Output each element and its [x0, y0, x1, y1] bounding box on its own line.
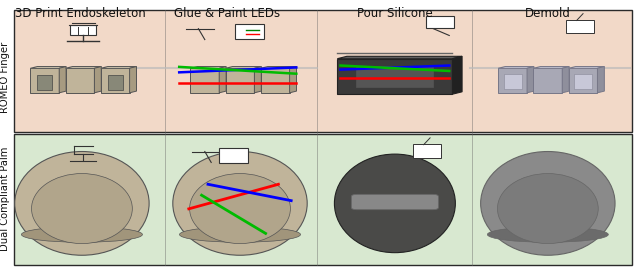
Ellipse shape [189, 174, 291, 244]
Polygon shape [499, 67, 534, 68]
FancyBboxPatch shape [14, 134, 632, 265]
FancyBboxPatch shape [235, 24, 264, 39]
Polygon shape [527, 67, 534, 93]
Polygon shape [452, 56, 462, 94]
Polygon shape [66, 68, 95, 93]
FancyBboxPatch shape [426, 16, 454, 28]
Polygon shape [191, 67, 226, 68]
Polygon shape [337, 56, 462, 59]
Polygon shape [60, 67, 66, 93]
Ellipse shape [31, 174, 132, 244]
Ellipse shape [15, 152, 149, 255]
Text: ROMEO Finger: ROMEO Finger [1, 42, 10, 113]
Polygon shape [191, 68, 219, 93]
Polygon shape [569, 68, 598, 93]
Polygon shape [226, 68, 255, 93]
Ellipse shape [334, 154, 456, 253]
Polygon shape [569, 67, 604, 68]
Polygon shape [101, 67, 136, 68]
Polygon shape [108, 75, 123, 90]
Polygon shape [129, 67, 136, 93]
Polygon shape [219, 67, 226, 93]
Polygon shape [226, 67, 261, 68]
Ellipse shape [497, 174, 598, 244]
FancyBboxPatch shape [413, 144, 441, 158]
Polygon shape [66, 67, 101, 68]
Polygon shape [574, 74, 592, 89]
Polygon shape [261, 67, 296, 68]
Text: Demold: Demold [525, 7, 571, 20]
Polygon shape [499, 68, 527, 93]
FancyBboxPatch shape [566, 20, 594, 33]
Polygon shape [598, 67, 604, 93]
Polygon shape [255, 67, 261, 93]
Polygon shape [261, 68, 290, 93]
Polygon shape [37, 75, 52, 90]
Text: 3D Print Endoskeleton: 3D Print Endoskeleton [15, 7, 145, 20]
FancyBboxPatch shape [14, 10, 632, 132]
FancyBboxPatch shape [219, 148, 248, 163]
Text: Dual Compliant Palm: Dual Compliant Palm [1, 147, 10, 251]
FancyBboxPatch shape [70, 25, 96, 35]
Polygon shape [337, 59, 452, 94]
Ellipse shape [488, 227, 609, 242]
Ellipse shape [21, 227, 143, 242]
Polygon shape [563, 67, 569, 93]
Text: Pour Silicone: Pour Silicone [357, 7, 433, 20]
Polygon shape [95, 67, 101, 93]
Polygon shape [504, 74, 522, 89]
FancyBboxPatch shape [351, 194, 438, 210]
Polygon shape [31, 67, 66, 68]
Polygon shape [534, 68, 563, 93]
Polygon shape [31, 68, 60, 93]
Ellipse shape [481, 152, 615, 255]
Polygon shape [534, 67, 569, 68]
Text: Glue & Paint LEDs: Glue & Paint LEDs [174, 7, 280, 20]
Polygon shape [101, 68, 129, 93]
Ellipse shape [173, 152, 307, 255]
Polygon shape [290, 67, 296, 93]
Ellipse shape [179, 227, 301, 242]
FancyBboxPatch shape [356, 66, 433, 87]
